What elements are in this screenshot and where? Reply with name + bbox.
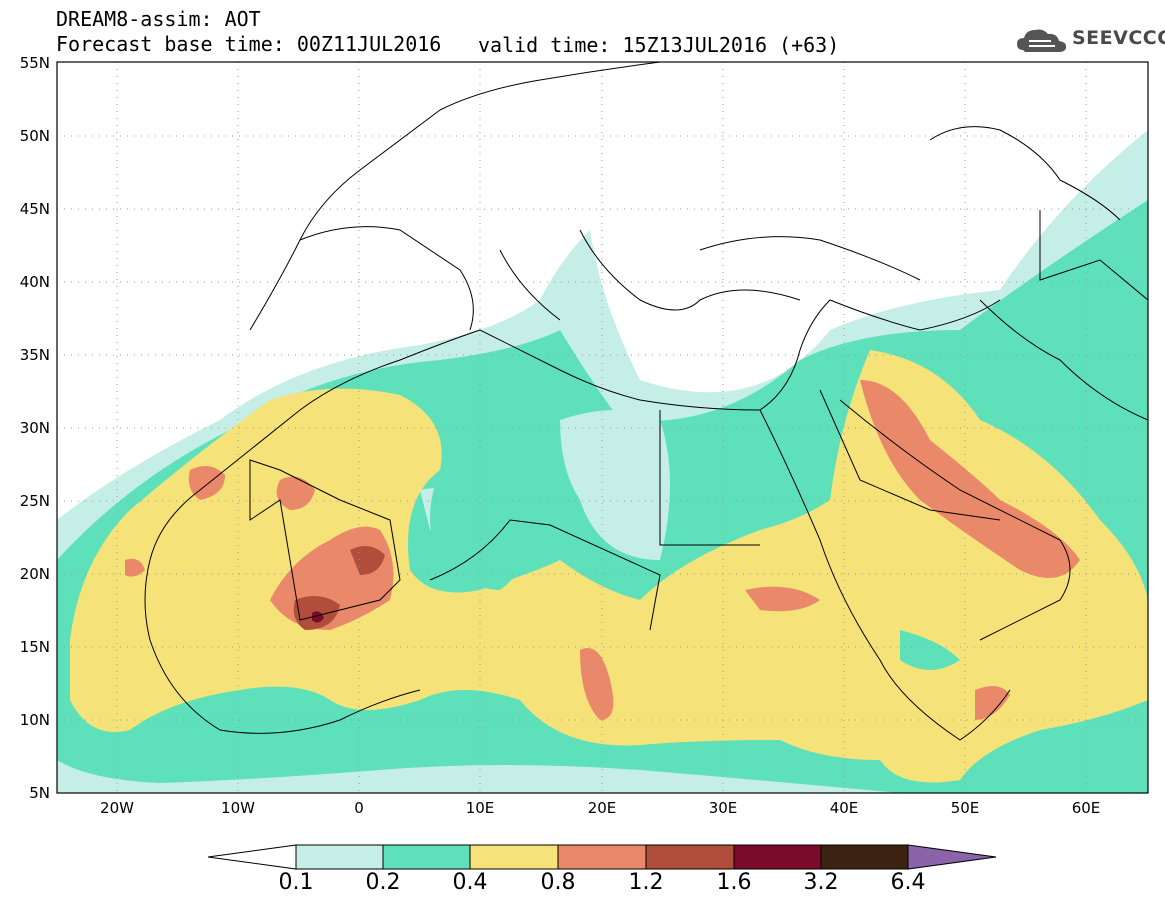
lon-label: 0 [354,799,364,817]
lat-label: 40N [19,273,50,291]
aot-band-0-8-g [975,686,1010,720]
lon-label: 10W [221,799,255,817]
colorbar-swatch [382,844,471,870]
aot-band-0-8-e [745,586,820,612]
colorbar-upper-arrow [907,844,997,870]
colorbar-label: 3.2 [803,870,839,895]
map-title: DREAM8-assim: AOT [56,7,261,31]
aot-band-0-8-c [276,476,315,510]
colorbar-label: 1.6 [716,870,752,895]
lat-label: 15N [19,638,50,656]
lat-label: 35N [19,346,50,364]
lat-label: 5N [29,784,50,802]
aot-band-0-8-d [860,380,1080,578]
colorbar-label: 6.4 [890,870,926,895]
cloud-logo-icon [1017,29,1067,52]
aot-patch-green-1 [430,470,527,590]
forecast-base-time: Forecast base time: 00Z11JUL2016 [56,32,442,56]
colorbar-label: 0.1 [278,870,314,895]
aot-patch-cyan-1 [560,410,670,560]
lat-label: 25N [19,492,50,510]
lat-label: 50N [19,127,50,145]
map-gridlines [57,62,1148,793]
coastlines [144,62,1148,741]
colorbar-swatch [820,844,909,870]
lon-label: 50E [950,799,980,817]
lon-label: 30E [708,799,738,817]
colorbar [207,844,997,870]
colorbar-label: 1.2 [628,870,664,895]
colorbar-swatch [295,844,384,870]
colorbar-label: 0.4 [452,870,488,895]
colorbar-swatch [645,844,735,870]
aot-band-0-4 [70,350,1148,783]
lon-label: 40E [829,799,859,817]
colorbar-swatch [469,844,559,870]
aot-band-1-6 [312,611,324,623]
lon-label: 20E [587,799,617,817]
aot-patch-green-2 [900,630,960,670]
lat-label: 45N [19,200,50,218]
lat-label: 20N [19,565,50,583]
lat-label: 30N [19,419,50,437]
colorbar-swatch [557,844,647,870]
colorbar-lower-arrow [207,844,297,870]
aot-band-0-8-f [580,648,614,720]
aot-shading [57,62,1148,793]
colorbar-swatch [733,844,822,870]
valid-time: valid time: 15Z13JUL2016 (+63) [478,33,840,57]
lon-label: 20W [100,799,134,817]
aot-band-0-8-h [125,558,145,577]
aot-band-1-2-b [350,546,385,575]
lon-label: 10E [465,799,495,817]
colorbar-label: 0.2 [365,870,401,895]
lon-label: 60E [1071,799,1101,817]
map-frame [56,61,1149,794]
logo-text: SEEVCCC [1072,27,1165,49]
lat-label: 10N [19,711,50,729]
lat-label: 55N [19,54,50,72]
colorbar-label: 0.8 [540,870,576,895]
